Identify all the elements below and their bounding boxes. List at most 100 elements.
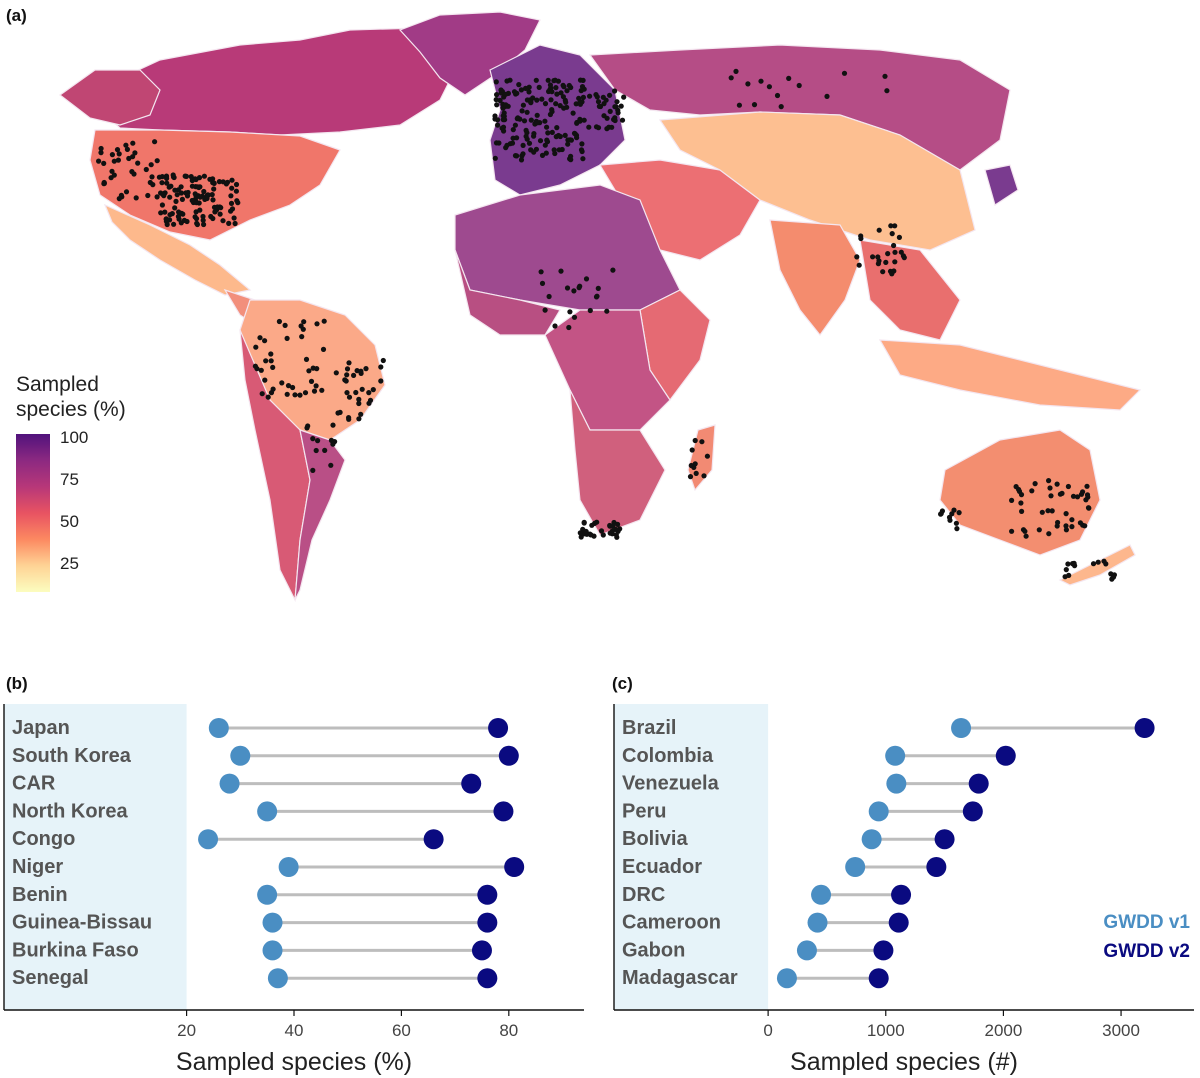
sample-point <box>1039 509 1045 515</box>
sample-point <box>1083 497 1089 503</box>
sample-point <box>232 220 238 227</box>
sample-point <box>526 140 533 146</box>
sample-point <box>701 473 707 479</box>
sample-point <box>115 157 121 163</box>
sample-point <box>610 523 616 529</box>
category-label: Madagascar <box>622 967 738 989</box>
sample-point <box>528 117 534 123</box>
sample-point <box>574 135 580 141</box>
sample-point <box>366 390 372 396</box>
sample-point <box>956 509 962 516</box>
sample-point <box>580 77 586 83</box>
category-label: South Korea <box>12 745 132 767</box>
point-gwdd-v1 <box>257 884 278 905</box>
sample-point <box>545 130 551 136</box>
sample-point <box>501 128 507 134</box>
category-label: Gabon <box>622 939 685 961</box>
sample-point <box>228 208 234 214</box>
sample-point <box>270 364 276 370</box>
sample-point <box>766 84 773 90</box>
sample-point <box>96 158 102 164</box>
sample-point <box>542 307 548 313</box>
sample-point <box>953 520 960 526</box>
sample-point <box>571 130 578 136</box>
sample-point <box>124 146 130 152</box>
sample-point <box>896 234 903 240</box>
sample-point <box>542 101 549 107</box>
sample-point <box>220 218 226 224</box>
legend-color-bar <box>16 434 50 592</box>
sample-point <box>148 162 154 168</box>
sample-point <box>520 142 526 148</box>
world-map <box>58 11 1142 603</box>
sample-point <box>548 97 554 103</box>
sample-point <box>285 383 292 389</box>
sample-point <box>889 271 895 277</box>
sample-point <box>262 338 268 344</box>
sample-point <box>570 110 576 116</box>
sample-point <box>545 77 551 83</box>
sample-point <box>1063 523 1069 529</box>
sample-point <box>579 84 586 90</box>
sample-point <box>561 84 567 90</box>
sample-point <box>534 112 540 118</box>
sample-point <box>498 87 504 93</box>
sample-point <box>751 102 758 108</box>
sample-point <box>268 351 274 357</box>
sample-point <box>564 88 570 94</box>
sample-point <box>200 217 206 223</box>
sample-point <box>552 323 558 329</box>
sample-point <box>578 88 584 94</box>
sample-point <box>528 99 534 105</box>
sample-point <box>521 118 528 124</box>
point-gwdd-v1 <box>868 801 889 822</box>
sample-point <box>824 93 830 99</box>
sample-point <box>167 194 173 200</box>
sample-point <box>531 133 537 139</box>
sample-point <box>226 220 232 226</box>
point-gwdd-v1 <box>807 912 828 933</box>
sample-point <box>167 212 173 218</box>
sample-point <box>1059 490 1065 496</box>
sample-point <box>313 447 319 454</box>
point-gwdd-v2 <box>1134 718 1155 738</box>
point-gwdd-v2 <box>888 912 909 933</box>
sample-point <box>299 334 305 340</box>
sample-point <box>189 183 195 189</box>
sample-point <box>841 70 848 76</box>
sample-point <box>337 409 343 415</box>
sample-point <box>344 390 350 396</box>
sample-point <box>123 142 129 148</box>
point-gwdd-v1 <box>885 745 906 766</box>
sample-point <box>311 388 318 394</box>
sample-point <box>1054 523 1060 529</box>
point-gwdd-v1 <box>845 857 866 877</box>
sample-point <box>1101 558 1107 564</box>
sample-point <box>263 358 269 364</box>
x-axis-label: Sampled species (#) <box>790 1048 1018 1076</box>
sample-point <box>733 68 739 74</box>
category-label: Bolivia <box>622 828 688 850</box>
point-gwdd-v2 <box>471 940 492 961</box>
sample-point <box>1046 478 1052 484</box>
dumbbell-chart-percent: 20 40 60 80 Sampled species (%) Japan South Ko… <box>3 704 584 1076</box>
sample-point <box>949 511 955 517</box>
sample-point <box>179 196 185 202</box>
sample-point <box>196 184 202 191</box>
sample-point <box>176 209 182 215</box>
sample-point <box>200 213 206 220</box>
sample-point <box>298 323 304 329</box>
sample-point <box>259 391 265 397</box>
sample-point <box>346 360 352 366</box>
sample-point <box>1090 561 1097 567</box>
sample-point <box>363 366 369 372</box>
sample-point <box>210 197 216 203</box>
sample-point <box>217 211 223 217</box>
sample-point <box>492 155 498 161</box>
sample-point <box>543 150 549 156</box>
sample-point <box>284 391 290 397</box>
sample-point <box>145 192 151 199</box>
sample-point <box>132 150 138 156</box>
sample-point <box>604 115 610 121</box>
sample-point <box>619 117 626 123</box>
